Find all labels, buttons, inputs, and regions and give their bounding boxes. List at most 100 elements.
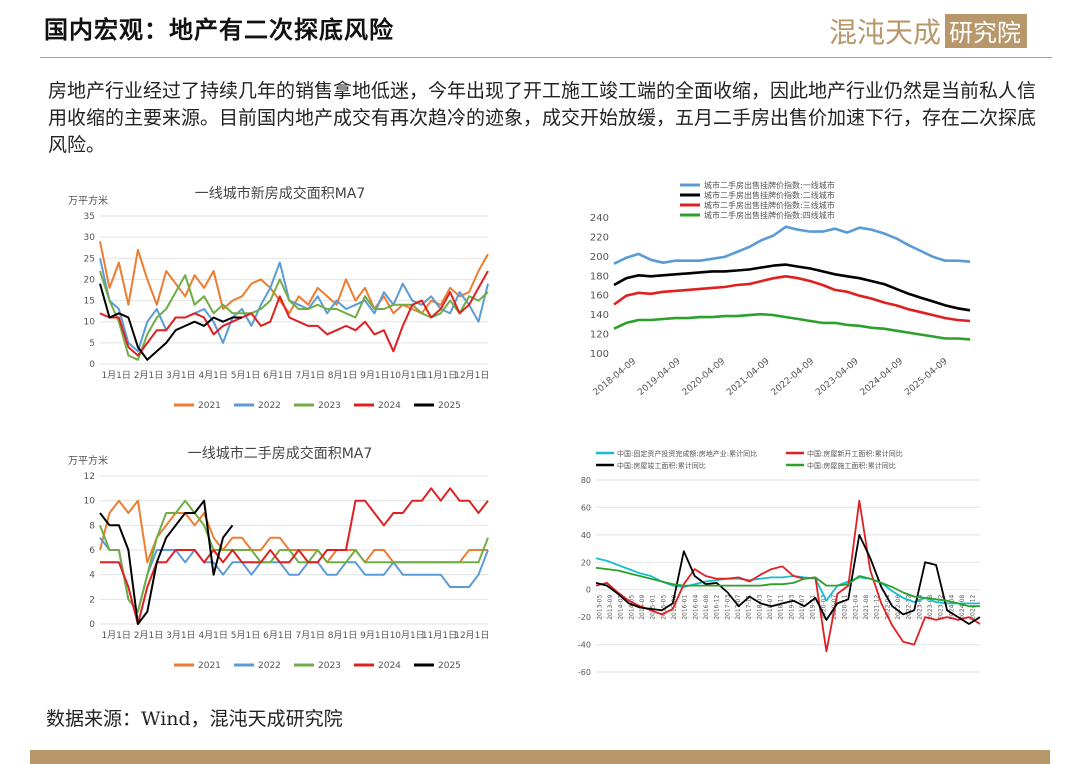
series-line-4	[99, 499, 234, 625]
legend-label: 2024	[378, 401, 401, 411]
legend-label: 2021	[198, 401, 221, 411]
y-tick-label: 10	[84, 318, 96, 328]
x-tick-label: 2020-11	[842, 595, 849, 620]
y-tick-label: 0	[586, 586, 591, 595]
x-tick-label: 2月1日	[134, 630, 163, 641]
x-tick-label: 2023-04	[916, 595, 923, 620]
y-tick-label: -40	[578, 641, 591, 650]
series-line-0	[613, 225, 971, 265]
x-tick-label: 2022-04-09	[770, 356, 817, 397]
x-tick-label: 2014-01	[618, 595, 625, 620]
legend-label: 城市二手房出售挂牌价指数:四线城市	[704, 210, 835, 220]
y-tick-label: 80	[581, 476, 591, 485]
series-line-3	[99, 270, 489, 357]
x-tick-label: 2016-04	[692, 595, 699, 620]
legend-label: 城市二手房出售挂牌价指数:二线城市	[704, 190, 835, 200]
y-tick-label: 40	[581, 531, 591, 540]
x-tick-label: 2020-03	[820, 595, 827, 620]
x-tick-label: 2016-08	[703, 595, 710, 620]
y-tick-label: 240	[590, 213, 609, 224]
x-tick-label: 2017-07	[735, 595, 742, 620]
y-tick-label: -60	[578, 668, 591, 677]
x-tick-label: 6月1日	[263, 630, 292, 641]
x-tick-label: 2015-05	[660, 595, 667, 620]
legend-label: 中国:房屋施工面积:累计同比	[807, 461, 896, 470]
x-tick-label: 2013-05	[596, 595, 603, 620]
y-tick-label: 25	[84, 254, 95, 264]
x-tick-label: 12月1日	[454, 630, 489, 641]
x-tick-label: 2016-01	[682, 595, 689, 620]
x-tick-label: 2月1日	[134, 370, 163, 381]
y-axis-label: 万平方米	[68, 454, 108, 467]
y-tick-label: 8	[89, 521, 95, 531]
y-tick-label: 10	[84, 497, 96, 507]
x-tick-label: 2017-11	[746, 595, 753, 620]
x-tick-label: 11月1日	[422, 370, 457, 381]
series-line-1	[99, 537, 489, 613]
x-tick-label: 2019-03	[788, 595, 795, 620]
x-tick-label: 7月1日	[295, 370, 324, 381]
x-tick-label: 12月1日	[454, 370, 489, 381]
chart-secondhand-sales: 一线城市二手房成交面积MA7 万平方米 0 2 4 6 8 10 12 1月1日 2月1日 3月1日 4…	[68, 445, 489, 671]
x-tick-label: 2021-08	[863, 595, 870, 620]
y-tick-label: 120	[590, 330, 609, 341]
x-tick-label: 10月1日	[390, 370, 425, 381]
x-tick-label: 2021-04	[852, 595, 859, 620]
chart-secondhand-price-index: 城市二手房出售挂牌价指数:一线城市城市二手房出售挂牌价指数:二线城市城市二手房出…	[590, 180, 971, 398]
y-axis-label: 万平方米	[68, 194, 108, 207]
x-tick-label: 2023-08	[927, 595, 934, 620]
y-tick-label: 20	[84, 275, 96, 285]
x-tick-label: 2025-04-09	[903, 356, 950, 397]
x-tick-label: 2018-03	[756, 595, 763, 620]
chart-title: 一线城市新房成交面积MA7	[195, 185, 366, 202]
series-line-3	[100, 487, 489, 625]
legend-label: 2023	[318, 661, 341, 671]
x-tick-label: 4月1日	[198, 370, 227, 381]
x-tick-label: 2023-04-09	[814, 356, 861, 397]
x-tick-label: 9月1日	[360, 630, 389, 641]
legend-label: 中国:房屋新开工面积:累计同比	[807, 449, 903, 458]
legend-label: 2024	[378, 661, 401, 671]
x-tick-label: 2018-04-09	[592, 356, 639, 397]
y-tick-label: 140	[590, 310, 609, 321]
y-tick-label: 5	[89, 339, 95, 349]
x-tick-label: 2024-12	[970, 595, 977, 620]
legend-label: 2021	[198, 661, 221, 671]
series-line-2	[99, 270, 489, 361]
logo-text-chaos: 混沌天成	[829, 16, 941, 49]
legend-label: 2025	[438, 661, 461, 671]
x-tick-label: 3月1日	[166, 370, 195, 381]
y-tick-label: -20	[578, 613, 591, 622]
x-tick-label: 8月1日	[328, 630, 357, 641]
x-tick-label: 6月1日	[263, 370, 292, 381]
x-tick-label: 2013-09	[607, 595, 614, 620]
x-tick-label: 2019-11	[810, 595, 817, 620]
y-tick-label: 15	[84, 297, 95, 307]
legend-label: 2025	[438, 401, 461, 411]
y-tick-label: 100	[590, 349, 609, 360]
y-tick-label: 12	[84, 472, 95, 482]
legend-label: 中国:固定资产投资完成额:房地产业:累计同比	[617, 449, 757, 458]
x-tick-label: 2019-07	[799, 595, 806, 620]
chart-title: 一线城市二手房成交面积MA7	[188, 445, 373, 462]
series-line-3	[595, 566, 980, 608]
x-tick-label: 2021-12	[874, 595, 881, 620]
x-tick-label: 8月1日	[328, 370, 357, 381]
x-tick-label: 2024-08	[959, 595, 966, 620]
x-tick-label: 3月1日	[166, 630, 195, 641]
x-tick-label: 2024-04-09	[859, 356, 906, 397]
x-tick-label: 2018-11	[778, 595, 785, 620]
x-tick-label: 2014-05	[628, 595, 635, 620]
y-tick-label: 200	[590, 252, 609, 263]
series-line-2	[595, 534, 981, 625]
chart-property-investment-yoy: 中国:固定资产投资完成额:房地产业:累计同比 中国:房屋新开工面积:累计同比中国:…	[578, 449, 981, 677]
legend-label: 2023	[318, 401, 341, 411]
y-tick-label: 220	[590, 232, 609, 243]
legend-label: 城市二手房出售挂牌价指数:一线城市	[704, 180, 835, 190]
series-line-4	[99, 283, 242, 361]
y-tick-label: 20	[581, 558, 591, 567]
logo-text-institute: 研究院	[949, 19, 1021, 47]
title-divider	[40, 57, 1052, 58]
y-tick-label: 60	[581, 503, 591, 512]
